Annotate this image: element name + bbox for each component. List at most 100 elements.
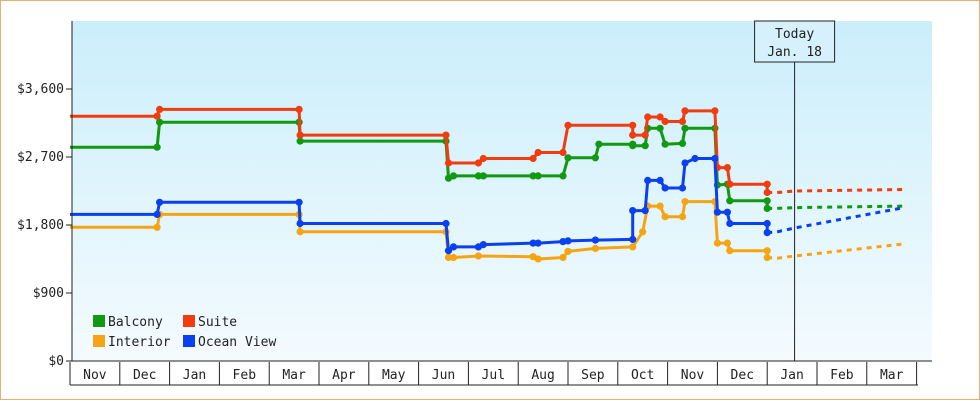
legend: Balcony Interior Suite Ocean View <box>93 315 276 350</box>
data-point <box>678 184 687 192</box>
legend-label: Suite <box>198 315 237 330</box>
data-point <box>678 139 687 147</box>
series-suite <box>70 105 905 197</box>
data-point <box>656 176 664 184</box>
legend-label: Interior <box>108 335 171 350</box>
series-layer <box>70 105 905 263</box>
series-line-ocean-view <box>70 157 769 253</box>
data-point <box>763 188 771 197</box>
today-label: Today <box>775 27 814 42</box>
data-point <box>681 124 689 132</box>
data-point <box>678 117 687 126</box>
x-tick-label: Sep <box>581 368 605 383</box>
data-point <box>156 105 164 113</box>
data-point <box>529 172 537 180</box>
data-point <box>559 172 567 180</box>
data-point <box>629 243 637 251</box>
data-point <box>295 105 303 113</box>
data-point <box>678 213 687 221</box>
data-point <box>656 113 664 121</box>
data-point <box>564 154 572 162</box>
legend-item-interior: Interior <box>93 335 171 350</box>
data-point <box>529 154 537 163</box>
data-point <box>479 172 487 180</box>
legend-item-ocean-view: Ocean View <box>183 335 276 350</box>
data-point <box>534 255 542 263</box>
data-point <box>595 140 603 148</box>
data-point <box>449 243 458 251</box>
x-tick-label: Jan <box>183 368 206 383</box>
data-point <box>474 252 482 260</box>
data-point <box>153 112 161 120</box>
x-tick-label: Jul <box>482 368 505 383</box>
data-point <box>641 131 649 139</box>
data-point <box>629 235 637 243</box>
data-point <box>763 253 771 262</box>
data-point <box>629 207 637 215</box>
data-point <box>723 239 732 247</box>
data-point <box>681 198 689 206</box>
data-point <box>691 154 699 163</box>
data-point <box>713 239 722 247</box>
data-point <box>629 121 637 129</box>
data-point <box>444 159 453 167</box>
data-point <box>591 244 600 252</box>
forecast-line-ocean-view <box>767 206 905 235</box>
x-tick-label: Jan <box>780 368 803 383</box>
data-point <box>444 253 453 262</box>
x-tick-label: Apr <box>332 368 356 383</box>
x-tick-label: Feb <box>830 368 854 383</box>
data-point <box>723 164 732 172</box>
data-point <box>442 219 450 228</box>
y-tick-label: $1,800 <box>17 218 64 233</box>
legend-swatch <box>93 315 105 327</box>
data-point <box>644 176 652 184</box>
x-tick-label: May <box>382 368 406 383</box>
data-point <box>763 197 771 205</box>
series-ocean-view <box>70 154 905 255</box>
data-point <box>474 159 482 167</box>
plot-background <box>72 21 932 361</box>
data-point <box>629 131 637 139</box>
data-point <box>713 208 722 216</box>
data-point <box>295 198 303 206</box>
data-point <box>711 107 719 115</box>
data-point <box>564 247 572 255</box>
data-point <box>644 113 652 121</box>
data-point <box>156 198 164 206</box>
legend-label: Balcony <box>108 315 163 330</box>
data-point <box>681 159 689 167</box>
data-point <box>479 241 487 249</box>
data-point <box>711 154 719 163</box>
x-tick-label: Jun <box>432 368 455 383</box>
legend-item-suite: Suite <box>183 315 237 330</box>
legend-swatch <box>183 315 195 327</box>
today-marker: Today Jan. 18 <box>754 20 836 361</box>
x-tick-label: Nov <box>681 368 705 383</box>
data-point <box>656 124 664 132</box>
data-point <box>479 154 487 163</box>
data-point <box>529 239 537 247</box>
data-point <box>763 247 771 255</box>
data-point <box>641 142 649 150</box>
data-point <box>564 121 572 129</box>
data-point <box>661 213 669 221</box>
data-point <box>639 228 647 236</box>
data-point <box>296 137 304 145</box>
data-point <box>153 223 161 231</box>
data-point <box>726 247 734 255</box>
legend-swatch <box>183 335 195 347</box>
x-tick-label: Mar <box>282 368 306 383</box>
y-tick-label: $900 <box>33 286 64 301</box>
data-point <box>661 140 669 148</box>
data-point <box>156 118 164 126</box>
data-point <box>656 202 664 210</box>
x-tick-label: Aug <box>531 368 554 383</box>
legend-label: Ocean View <box>198 335 276 350</box>
x-tick-label: Nov <box>83 368 107 383</box>
today-box <box>754 20 836 63</box>
data-point <box>591 154 600 162</box>
data-point <box>681 107 689 115</box>
forecast-line-interior <box>767 242 905 260</box>
